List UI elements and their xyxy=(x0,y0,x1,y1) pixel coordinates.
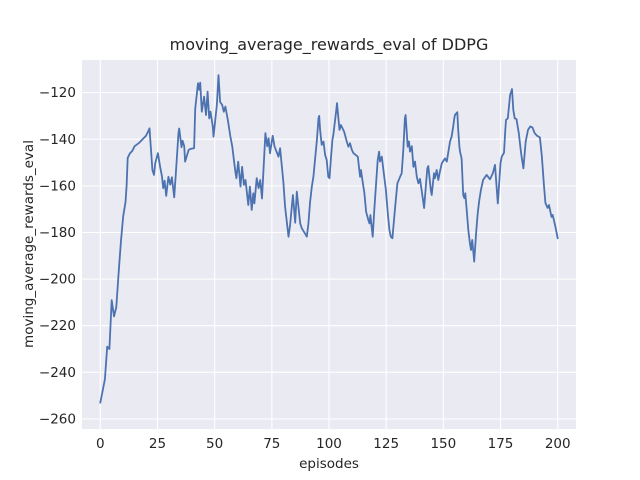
svg-text:100: 100 xyxy=(316,436,342,452)
svg-text:−160: −160 xyxy=(39,178,76,194)
svg-text:200: 200 xyxy=(545,436,571,452)
svg-text:−220: −220 xyxy=(39,318,76,334)
svg-text:−240: −240 xyxy=(39,365,76,381)
svg-text:−140: −140 xyxy=(39,132,76,148)
svg-text:0: 0 xyxy=(96,436,105,452)
data-line xyxy=(99,74,559,404)
x-tick-labels: 0 25 50 75 100 125 150 175 200 xyxy=(96,436,571,452)
svg-text:−180: −180 xyxy=(39,225,76,241)
svg-text:−120: −120 xyxy=(39,85,76,101)
svg-text:125: 125 xyxy=(373,436,399,452)
chart-title: moving_average_rewards_eval of DDPG xyxy=(170,35,489,55)
svg-text:25: 25 xyxy=(149,436,166,452)
y-axis-label: moving_average_rewards_eval xyxy=(21,140,37,348)
svg-text:175: 175 xyxy=(488,436,514,452)
x-axis-label: episodes xyxy=(299,456,359,472)
svg-text:−260: −260 xyxy=(39,411,76,427)
svg-text:150: 150 xyxy=(430,436,456,452)
y-tick-labels: −120 −140 −160 −180 −200 −220 −240 −260 xyxy=(39,85,76,427)
svg-text:50: 50 xyxy=(206,436,223,452)
svg-text:75: 75 xyxy=(263,436,280,452)
svg-text:−200: −200 xyxy=(39,272,76,288)
grid-lines xyxy=(82,60,576,429)
